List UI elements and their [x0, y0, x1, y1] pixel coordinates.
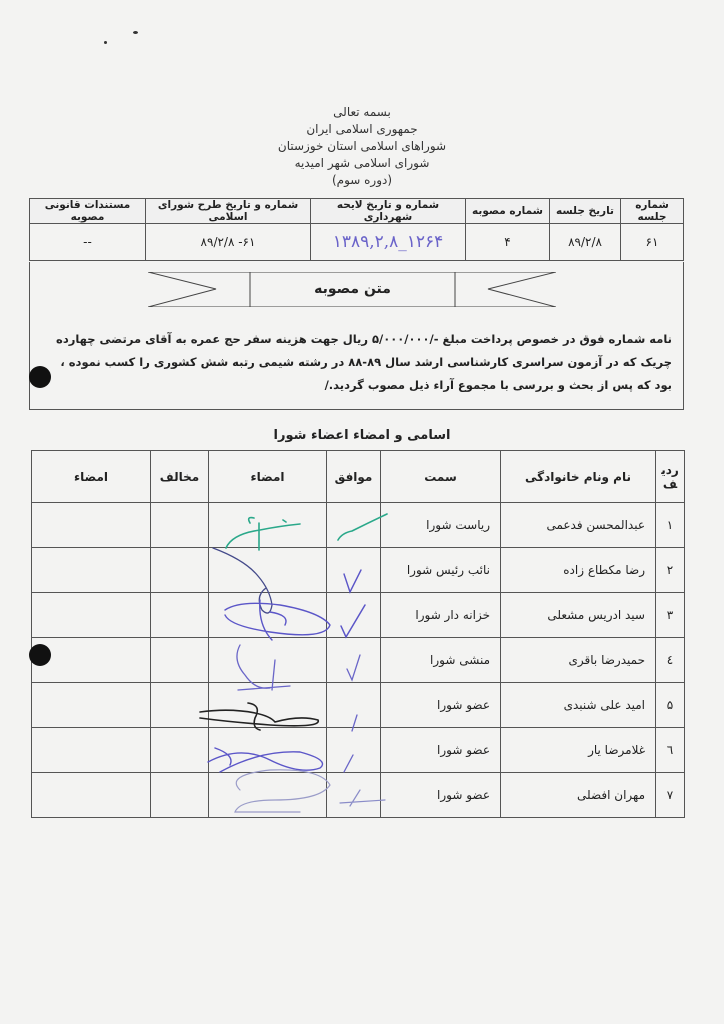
approve-signature-cell [208, 592, 327, 638]
member-name: سید ادریس مشعلی [500, 592, 656, 638]
session-info-table: شماره جلسه تاریخ جلسه شماره مصوبه شماره … [29, 198, 684, 261]
member-position: عضو شورا [380, 682, 501, 728]
header-resolution-number: شماره مصوبه [465, 198, 550, 224]
member-position: عضو شورا [380, 727, 501, 773]
header-line-bismillah: بسمه تعالی [333, 105, 391, 119]
oppose-cell [150, 502, 209, 548]
punch-hole [29, 644, 51, 666]
member-row: ۵ امید علی شنبدی عضو شورا [31, 682, 685, 728]
oppose-cell [150, 682, 209, 728]
oppose-signature-cell [31, 772, 151, 818]
oppose-cell [150, 637, 209, 683]
member-position: نائب رئیس شورا [380, 547, 501, 593]
row-number: ۲ [655, 547, 685, 593]
approve-cell [326, 547, 381, 593]
row-number: ۷ [655, 772, 685, 818]
header-municipality-bill: شماره و تاریخ لایحه شهرداری [310, 198, 466, 224]
header-oppose: مخالف [150, 450, 209, 503]
session-date: ۸۹/۲/۸ [549, 223, 621, 261]
members-vote-table: ردیف نام ونام خانوادگی سمت موافق امضاء م… [31, 450, 685, 818]
header-session-number: شماره جلسه [620, 198, 684, 224]
scan-dot [104, 41, 107, 44]
oppose-signature-cell [31, 727, 151, 773]
resolution-text-box [29, 262, 684, 410]
approve-signature-cell [208, 682, 327, 728]
ribbon-banner [148, 272, 556, 307]
member-position: ریاست شورا [380, 502, 501, 548]
header-approve: موافق [326, 450, 381, 503]
member-name: امید علی شنبدی [500, 682, 656, 728]
member-name: حمیدرضا باقری [500, 637, 656, 683]
approve-cell [326, 727, 381, 773]
resolution-text-line-3: و بررسی با مجموع آراء ذیل مصوب گردید./ [324, 378, 565, 392]
header-signature-approve: امضاء [208, 450, 327, 503]
council-plan: ۸۹/۲/۸ -۶۱ [200, 235, 256, 249]
member-name: عبدالمحسن فدعمی [500, 502, 656, 548]
row-number: ٦ [655, 727, 685, 773]
oppose-signature-cell [31, 547, 151, 593]
approve-cell [326, 502, 381, 548]
resolution-title: متن مصوبه [314, 281, 391, 297]
member-row: ۲ رضا مکطاع زاده نائب رئیس شورا [31, 547, 685, 593]
oppose-signature-cell [31, 592, 151, 638]
approve-signature-cell [208, 727, 327, 773]
header-session-date: تاریخ جلسه [549, 198, 621, 224]
member-name: غلامرضا یار [500, 727, 656, 773]
approve-signature-cell [208, 502, 327, 548]
resolution-text-line-1: نامه شماره فوق در خصوص پرداخت مبلغ -/۵/۰… [56, 332, 672, 369]
header-line-country: جمهوری اسلامی ایران [306, 122, 418, 136]
member-row: ٦ غلامرضا یار عضو شورا [31, 727, 685, 773]
oppose-signature-cell [31, 502, 151, 548]
letterhead: بسمه تعالی جمهوری اسلامی ایران شوراهای ا… [0, 104, 724, 189]
row-number: ۵ [655, 682, 685, 728]
approve-signature-cell [208, 637, 327, 683]
member-position: منشی شورا [380, 637, 501, 683]
legal-documents: -- [29, 223, 146, 261]
approve-signature-cell [208, 772, 327, 818]
municipality-bill-handwritten: ۱۳۸۹,۲,۸_۱۲۶۴ [332, 232, 444, 252]
oppose-cell [150, 772, 209, 818]
row-number: ۱ [655, 502, 685, 548]
member-row: ۷ مهران افضلی عضو شورا [31, 772, 685, 818]
oppose-cell [150, 727, 209, 773]
oppose-cell [150, 547, 209, 593]
header-line-term: (دوره سوم) [331, 173, 393, 187]
oppose-signature-cell [31, 682, 151, 728]
scan-dot [133, 31, 138, 34]
header-council-plan: شماره و تاریخ طرح شورای اسلامی [145, 198, 311, 224]
header-full-name: نام ونام خانوادگی [500, 450, 656, 503]
header-position: سمت [380, 450, 501, 503]
member-row: ۳ سید ادریس مشعلی خزانه دار شورا [31, 592, 685, 638]
member-position: خزانه دار شورا [380, 592, 501, 638]
resolution-text-line-2: در آزمون سراسری کارشناسی ارشد سال ۸۹-۸۸ … [60, 355, 672, 392]
oppose-cell [150, 592, 209, 638]
row-number: ۳ [655, 592, 685, 638]
header-legal-documents: مستندات قانونی مصوبه [29, 198, 146, 224]
header-line-city-council: شورای اسلامی شهر امیدیه [294, 156, 430, 170]
member-position: عضو شورا [380, 772, 501, 818]
member-row: ٤ حمیدرضا باقری منشی شورا [31, 637, 685, 683]
approve-cell [326, 682, 381, 728]
row-number: ٤ [655, 637, 685, 683]
session-number: ۶۱ [620, 223, 684, 261]
member-name: مهران افضلی [500, 772, 656, 818]
approve-cell [326, 592, 381, 638]
approve-cell [326, 772, 381, 818]
member-row: ۱ عبدالمحسن فدعمی ریاست شورا [31, 502, 685, 548]
header-signature-oppose: امضاء [31, 450, 151, 503]
approve-cell [326, 637, 381, 683]
header-line-province: شوراهای اسلامی استان خوزستان [277, 139, 447, 153]
member-name: رضا مکطاع زاده [500, 547, 656, 593]
header-row-number: ردیف [655, 450, 685, 503]
resolution-text: نامه شماره فوق در خصوص پرداخت مبلغ -/۵/۰… [42, 328, 672, 397]
resolution-number: ۴ [465, 223, 550, 261]
approve-signature-cell [208, 547, 327, 593]
punch-hole [29, 366, 51, 388]
members-section-title: اسامی و امضاء اعضاء شورا [273, 428, 451, 443]
oppose-signature-cell [31, 637, 151, 683]
